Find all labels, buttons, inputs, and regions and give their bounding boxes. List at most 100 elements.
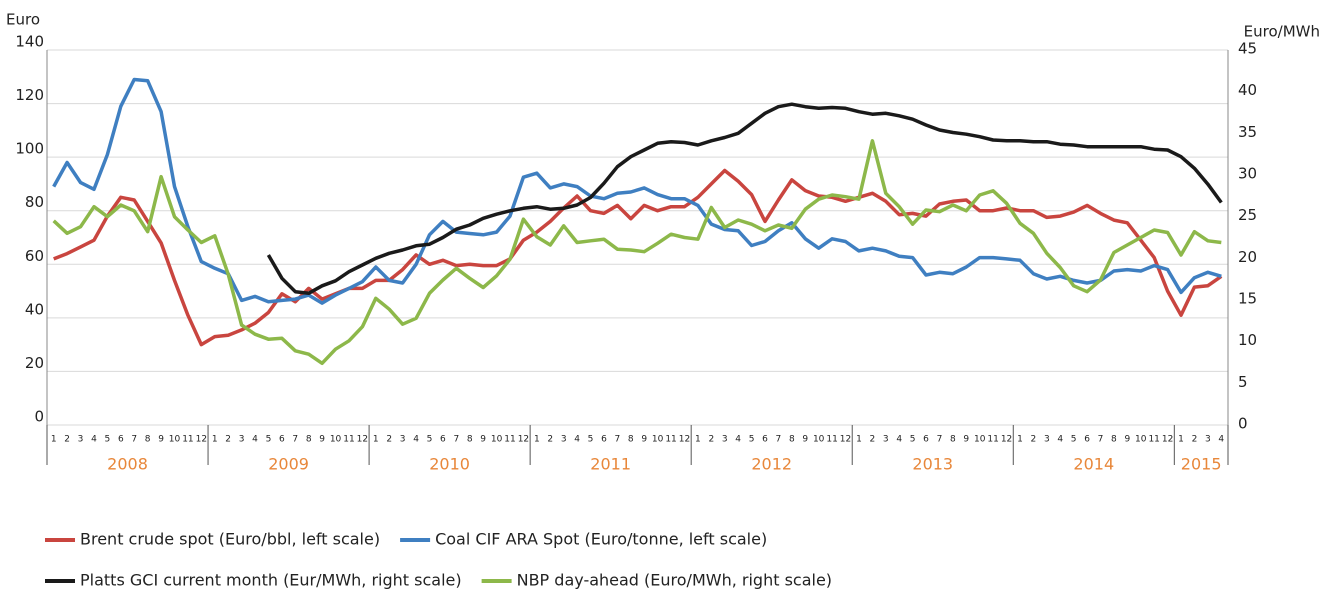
y2-tick-label: 10: [1238, 331, 1257, 349]
y2-tick-label: 30: [1238, 165, 1257, 183]
x-tick-label: 2: [386, 435, 392, 445]
y-axis-label: Euro: [6, 11, 40, 29]
x-tick-label: 5: [910, 435, 916, 445]
x-tick-label: 8: [950, 435, 956, 445]
x-tick-label: 5: [105, 435, 111, 445]
legend-label: Coal CIF ARA Spot (Euro/tonne, left scal…: [435, 530, 767, 549]
y-tick-label: 100: [15, 140, 44, 158]
x-tick-label: 1: [51, 435, 57, 445]
x-tick-label: 7: [453, 435, 459, 445]
x-tick-label: 4: [413, 435, 419, 445]
x-tick-label: 6: [118, 435, 124, 445]
x-tick-label: 9: [802, 435, 808, 445]
series-line: [266, 102, 1223, 296]
x-tick-label: 4: [91, 435, 97, 445]
x-tick-label: 6: [762, 435, 768, 445]
x-tick-label: 1: [534, 435, 540, 445]
y2-tick-label: 25: [1238, 206, 1257, 224]
x-tick-label: 5: [1071, 435, 1077, 445]
x-tick-label: 12: [196, 435, 207, 445]
x-tick-label: 2: [1192, 435, 1198, 445]
x-tick-label: 12: [518, 435, 529, 445]
x-tick-label: 3: [239, 435, 245, 445]
series-line: [53, 168, 1223, 347]
x-group-label: 2012: [751, 455, 792, 474]
y-tick-label: 40: [25, 300, 44, 318]
x-tick-label: 6: [440, 435, 446, 445]
x-tick-label: 10: [1135, 435, 1147, 445]
y2-tick-label: 15: [1238, 290, 1257, 308]
x-group-label: 2011: [590, 455, 631, 474]
y-tick-label: 20: [25, 354, 44, 372]
x-tick-label: 12: [679, 435, 690, 445]
x-tick-label: 10: [491, 435, 503, 445]
x-tick-label: 4: [1057, 435, 1063, 445]
x-tick-label: 6: [279, 435, 285, 445]
x-group-label: 2015: [1181, 455, 1222, 474]
x-tick-label: 1: [373, 435, 379, 445]
legend-label: Platts GCI current month (Eur/MWh, right…: [80, 571, 462, 590]
y2-axis-label: Euro/MWh: [1244, 23, 1320, 41]
x-tick-label: 4: [1218, 435, 1224, 445]
x-tick-label: 2: [708, 435, 714, 445]
x-tick-label: 8: [1111, 435, 1117, 445]
y2-tick-label: 40: [1238, 81, 1257, 99]
x-tick-label: 4: [735, 435, 741, 445]
x-tick-label: 5: [588, 435, 594, 445]
x-tick-label: 8: [145, 435, 151, 445]
y2-tick-label: 0: [1238, 415, 1248, 433]
x-tick-label: 2: [1031, 435, 1037, 445]
x-tick-label: 1: [212, 435, 218, 445]
y2-tick-label: 20: [1238, 248, 1257, 266]
series-line: [52, 77, 1222, 305]
x-tick-label: 3: [78, 435, 84, 445]
x-tick-label: 8: [789, 435, 795, 445]
x-tick-label: 10: [974, 435, 986, 445]
x-tick-label: 7: [615, 435, 621, 445]
x-tick-label: 8: [467, 435, 473, 445]
x-tick-label: 7: [1098, 435, 1104, 445]
x-tick-label: 3: [1044, 435, 1050, 445]
y-tick-label: 0: [34, 408, 44, 426]
x-tick-label: 4: [252, 435, 258, 445]
x-tick-label: 12: [1001, 435, 1012, 445]
x-tick-label: 9: [1124, 435, 1130, 445]
x-tick-label: 3: [722, 435, 728, 445]
x-tick-label: 5: [427, 435, 433, 445]
x-tick-label: 11: [665, 435, 676, 445]
x-tick-label: 9: [319, 435, 325, 445]
x-tick-label: 12: [1162, 435, 1173, 445]
x-group-label: 2010: [429, 455, 470, 474]
y2-tick-label: 5: [1238, 373, 1248, 391]
x-group-label: 2014: [1073, 455, 1114, 474]
y-tick-label: 60: [25, 247, 44, 265]
y2-tick-label: 35: [1238, 123, 1257, 141]
x-tick-label: 9: [158, 435, 164, 445]
x-tick-label: 7: [292, 435, 298, 445]
x-tick-label: 11: [182, 435, 193, 445]
y-tick-label: 80: [25, 193, 44, 211]
y-tick-label: 140: [15, 33, 44, 51]
x-tick-label: 11: [504, 435, 515, 445]
x-tick-label: 7: [776, 435, 782, 445]
x-tick-label: 10: [330, 435, 342, 445]
x-tick-label: 2: [64, 435, 70, 445]
legend-label: NBP day-ahead (Euro/MWh, right scale): [517, 571, 832, 590]
x-tick-label: 7: [937, 435, 943, 445]
x-tick-label: 9: [480, 435, 486, 445]
x-tick-label: 11: [987, 435, 998, 445]
x-tick-label: 12: [357, 435, 368, 445]
x-tick-label: 1: [695, 435, 701, 445]
x-tick-label: 2: [869, 435, 875, 445]
y-tick-label: 120: [15, 86, 44, 104]
x-tick-label: 4: [896, 435, 902, 445]
x-tick-label: 3: [400, 435, 406, 445]
y2-tick-label: 45: [1238, 40, 1257, 58]
x-tick-label: 11: [826, 435, 837, 445]
x-group-label: 2013: [912, 455, 953, 474]
x-tick-label: 1: [856, 435, 862, 445]
x-tick-label: 10: [169, 435, 181, 445]
x-tick-label: 1: [1178, 435, 1184, 445]
x-tick-label: 5: [266, 435, 272, 445]
